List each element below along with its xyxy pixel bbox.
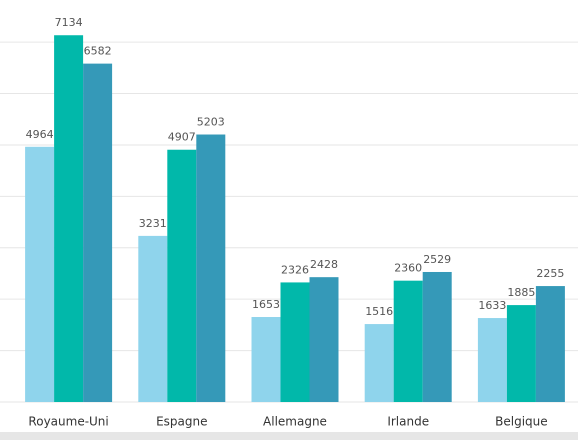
bar <box>309 277 339 402</box>
x-tick-label: Belgique <box>495 415 548 429</box>
bar <box>196 134 226 402</box>
x-tick-label: Irlande <box>387 415 429 429</box>
value-label: 1516 <box>365 305 393 318</box>
bottom-strip <box>0 432 578 440</box>
bar <box>393 280 423 402</box>
value-label: 2529 <box>423 253 451 266</box>
bar <box>506 305 536 402</box>
x-tick-label: Espagne <box>156 415 207 429</box>
value-label: 6582 <box>84 45 112 58</box>
bar <box>535 286 565 402</box>
bar <box>138 235 168 402</box>
bar <box>25 146 55 402</box>
bar <box>167 149 197 402</box>
bar <box>83 63 113 403</box>
bar <box>477 318 507 402</box>
bar <box>251 317 281 402</box>
bar <box>364 324 394 402</box>
bar <box>54 35 84 403</box>
value-label: 2360 <box>394 262 422 275</box>
value-label: 2326 <box>281 263 309 276</box>
bar <box>422 271 452 402</box>
bar <box>280 282 310 402</box>
value-label: 4964 <box>26 128 54 141</box>
value-label: 1885 <box>507 286 535 299</box>
x-tick-label: Allemagne <box>263 415 327 429</box>
value-label: 1653 <box>252 298 280 311</box>
x-tick-label: Royaume-Uni <box>28 415 108 429</box>
value-label: 2428 <box>310 258 338 271</box>
value-label: 3231 <box>139 217 167 230</box>
value-label: 5203 <box>197 116 225 129</box>
value-label: 4907 <box>168 131 196 144</box>
value-label: 2255 <box>536 267 564 280</box>
value-label: 7134 <box>55 16 83 29</box>
value-label: 1633 <box>478 299 506 312</box>
